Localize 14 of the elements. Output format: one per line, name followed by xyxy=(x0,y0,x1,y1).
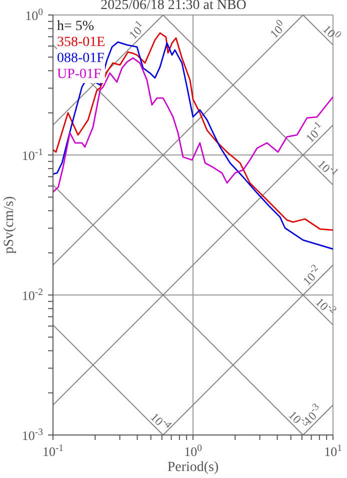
y-tick-label: 10$^{0}$ xyxy=(25,6,44,23)
series-label: UP-01F xyxy=(57,67,102,83)
y-tick-label: 10$^{-3}$ xyxy=(22,426,44,443)
x-tick-label: 10$^{-1}$ xyxy=(42,442,64,459)
y-axis-title: pSv(cm/s) xyxy=(2,196,17,254)
y-tick-label: 10$^{-1}$ xyxy=(22,146,44,163)
chart-title: 2025/06/18 21:30 at NBO xyxy=(100,0,246,13)
x-tick-label: 10$^{1}$ xyxy=(324,442,342,459)
x-tick-label: 10$^{0}$ xyxy=(184,442,202,459)
y-tick-label: 10$^{-2}$ xyxy=(22,286,44,303)
series-label: 358-01E xyxy=(57,35,106,51)
x-axis-title: Period(s) xyxy=(167,460,219,475)
legend-title: h= 5% xyxy=(57,19,96,35)
series-label: 088-01F xyxy=(57,51,106,67)
